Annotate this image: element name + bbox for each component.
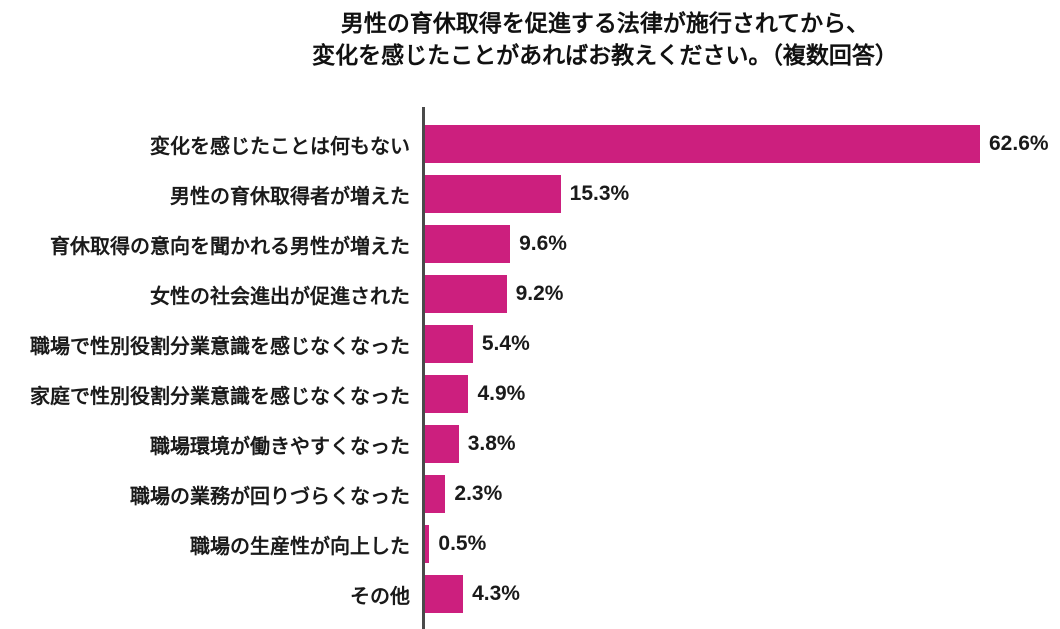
value-label: 5.4% xyxy=(481,332,530,356)
chart-rows: 変化を感じたことは何もない 62.6% 男性の育休取得者が増えた 15.3% 育休取得の… xyxy=(0,107,1060,619)
value-label: 9.6% xyxy=(519,232,567,256)
category-label: その他 xyxy=(350,585,410,608)
chart-row: 男性の育休取得者が増えた 15.3% xyxy=(0,169,1060,219)
chart-row: 女性の社会進出が促進された 9.2% xyxy=(0,269,1060,319)
category-label: 育休取得の意向を聞かれる男性が増えた xyxy=(50,235,410,258)
bar xyxy=(425,225,511,264)
chart-row: 育休取得の意向を聞かれる男性が増えた 9.6% xyxy=(0,219,1060,269)
chart-row: 職場で性別役割分業意識を感じなくなった 5.4% xyxy=(0,319,1060,369)
value-label: 2.3% xyxy=(454,482,503,506)
chart-plot-area: 変化を感じたことは何もない 62.6% 男性の育休取得者が増えた 15.3% 育休取得の… xyxy=(0,107,1060,629)
value-label: 4.3% xyxy=(472,582,520,606)
bar xyxy=(425,575,464,614)
bar xyxy=(425,525,430,564)
category-label: 職場で性別役割分業意識を感じなくなった xyxy=(30,335,410,358)
chart-row: 職場の生産性が向上した 0.5% xyxy=(0,519,1060,569)
value-label: 9.2% xyxy=(515,282,564,306)
bar xyxy=(425,425,459,464)
value-label: 15.3% xyxy=(569,182,630,206)
value-label: 3.8% xyxy=(467,432,516,456)
chart-title-line1: 男性の育休取得を促進する法律が施行されてから、 xyxy=(340,10,870,36)
chart-title-line2: 変化を感じたことがあればお教えください。（複数回答） xyxy=(312,41,898,68)
bar xyxy=(425,325,473,364)
category-label: 変化を感じたことは何もない xyxy=(150,135,410,158)
value-label: 62.6% xyxy=(989,132,1049,156)
bar xyxy=(425,125,980,164)
y-axis-line xyxy=(422,107,425,629)
bar xyxy=(425,275,507,314)
bar xyxy=(425,375,469,414)
chart-row: 職場環境が働きやすくなった 3.8% xyxy=(0,419,1060,469)
category-label: 男性の育休取得者が増えた xyxy=(170,185,410,208)
category-label: 家庭で性別役割分業意識を感じなくなった xyxy=(30,385,410,408)
chart-row: 家庭で性別役割分業意識を感じなくなった 4.9% xyxy=(0,369,1060,419)
chart-row: その他 4.3% xyxy=(0,569,1060,619)
chart-row: 変化を感じたことは何もない 62.6% xyxy=(0,119,1060,169)
bar xyxy=(425,475,446,514)
category-label: 職場環境が働きやすくなった xyxy=(150,435,410,458)
value-label: 0.5% xyxy=(438,532,487,556)
bar xyxy=(425,175,561,214)
chart-title: 男性の育休取得を促進する法律が施行されてから、 変化を感じたことがあればお教えく… xyxy=(0,0,1060,71)
category-label: 職場の業務が回りづらくなった xyxy=(130,485,410,508)
chart-row: 職場の業務が回りづらくなった 2.3% xyxy=(0,469,1060,519)
value-label: 4.9% xyxy=(477,382,526,406)
category-label: 職場の生産性が向上した xyxy=(190,535,410,558)
category-label: 女性の社会進出が促進された xyxy=(150,285,410,308)
